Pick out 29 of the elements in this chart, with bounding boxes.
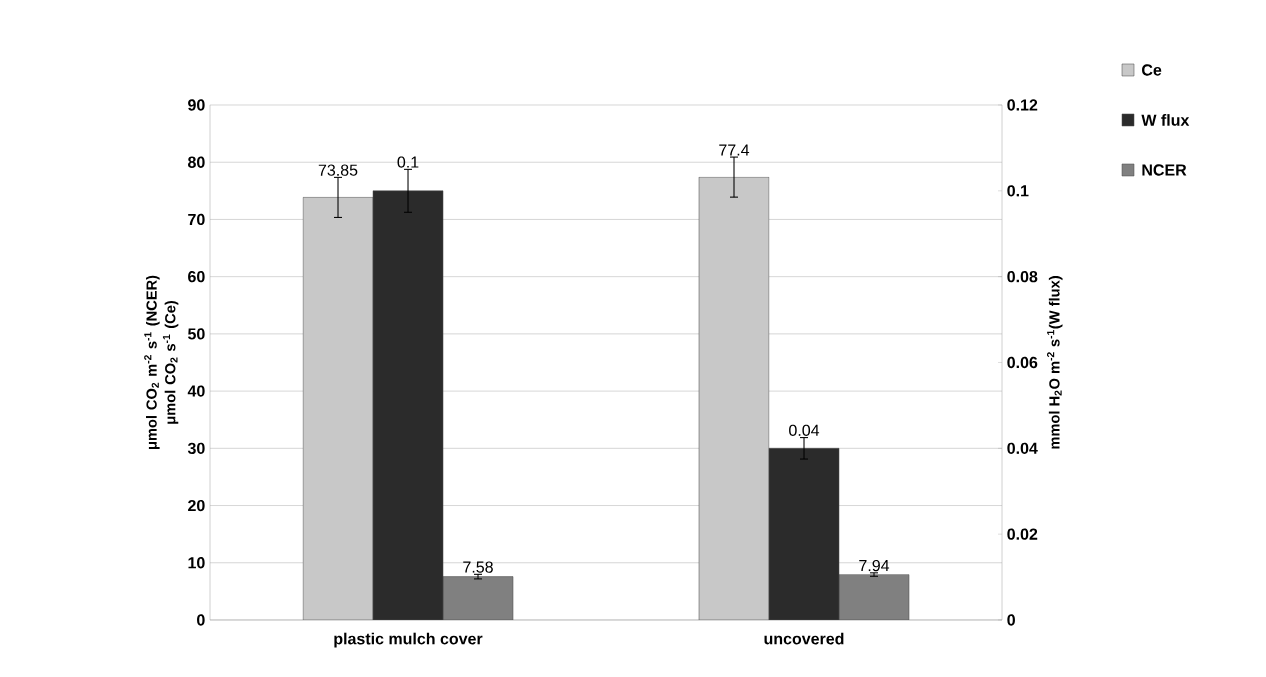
data-label: 73.85	[318, 164, 358, 176]
y-tick-label: 90	[188, 99, 205, 111]
legend-label: Ce	[1142, 64, 1162, 76]
y-tick-label: 80	[188, 156, 205, 168]
data-label: 0.04	[789, 424, 820, 436]
legend-label: NCER	[1142, 164, 1187, 176]
y-tick-label: 50	[188, 328, 205, 340]
y-tick-label: 40	[187, 385, 205, 397]
data-label: 0.1	[397, 156, 419, 168]
x-tick-label: uncovered	[764, 632, 844, 645]
y2-tick-label: 0.04	[1007, 442, 1038, 454]
legend-label: W flux	[1141, 114, 1190, 126]
y-tick-label: 60	[188, 271, 205, 283]
y-tick-label: 0	[197, 614, 205, 626]
data-label: 7.94	[859, 559, 890, 572]
x-tick-label: plastic mulch cover	[334, 632, 483, 648]
y2-tick-label: 0.12	[1007, 99, 1038, 111]
y-tick-label: 20	[188, 499, 205, 512]
y2-tick-label: 0.1	[1007, 185, 1029, 197]
y2-tick-label: 0.02	[1007, 528, 1038, 540]
y2-axis-title: mmol H$_{2}$O m$^{-2}$ s$^{-1}$(W flux)	[1047, 276, 1063, 449]
y2-tick-label: 0	[1007, 614, 1015, 626]
y2-tick-label: 0.06	[1007, 356, 1038, 369]
y-tick-label: 70	[188, 213, 205, 226]
data-label: 7.58	[463, 561, 493, 573]
y2-tick-label: 0.08	[1007, 270, 1038, 283]
y-tick-label: 10	[188, 557, 205, 569]
data-label: 77.4	[719, 144, 750, 156]
y-tick-label: 30	[187, 442, 205, 455]
